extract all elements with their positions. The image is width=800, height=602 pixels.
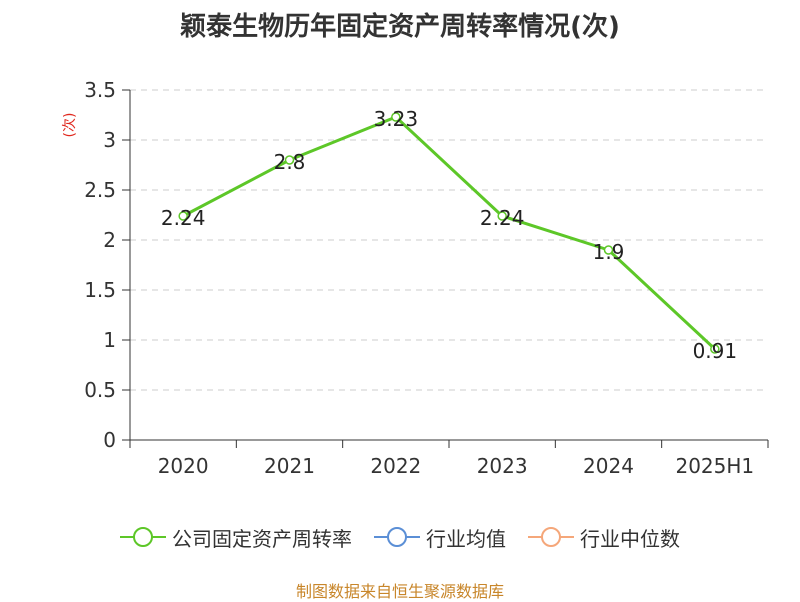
- series-lines: [178, 112, 720, 354]
- axes: 0 0.5 1 1.5 2 2.5 3 3.5 (次) 2020 2021 2022 2023 2024 2…: [62, 78, 769, 478]
- legend-item[interactable]: 公司固定资产周转率: [120, 523, 352, 552]
- data-label: 2.8: [274, 150, 306, 174]
- data-label: 2.24: [161, 206, 206, 230]
- x-tick-label: 2021: [264, 454, 315, 478]
- x-tick-label: 2022: [370, 454, 421, 478]
- legend-swatch: [528, 525, 574, 549]
- legend-label: 行业中位数: [580, 526, 680, 551]
- x-tick-label: 2025H1: [675, 454, 754, 478]
- data-label: 1.9: [593, 240, 625, 264]
- x-tick-label: 2020: [158, 454, 209, 478]
- y-tick-label: 3.5: [84, 78, 116, 102]
- data-labels: 2.24 2.8 3.23 2.24 1.9 0.91: [161, 107, 737, 363]
- y-tick-label: 3: [103, 128, 116, 152]
- legend-item[interactable]: 行业均值: [374, 523, 506, 552]
- x-tick-label: 2024: [583, 454, 634, 478]
- grid-lines: [130, 89, 768, 391]
- data-point: [710, 344, 720, 354]
- y-tick-label: 1: [103, 328, 116, 352]
- legend: 公司固定资产周转率 行业均值 行业中位数: [0, 522, 800, 552]
- legend-swatch: [120, 525, 166, 549]
- y-tick-label: 2.5: [84, 178, 116, 202]
- data-point: [603, 245, 614, 255]
- legend-item[interactable]: 行业中位数: [528, 523, 680, 552]
- chart-title: 颖泰生物历年固定资产周转率情况(次): [180, 12, 620, 42]
- y-tick-label: 2: [103, 228, 116, 252]
- y-tick-label: 0: [103, 428, 116, 452]
- data-label: 3.23: [374, 107, 419, 131]
- data-label: 2.24: [480, 206, 525, 230]
- legend-label: 公司固定资产周转率: [172, 526, 352, 551]
- legend-swatch: [374, 525, 420, 549]
- series-line: [182, 115, 716, 351]
- y-tick-label: 1.5: [84, 278, 116, 302]
- data-point: [497, 211, 507, 221]
- legend-label: 行业均值: [426, 526, 506, 551]
- x-tick-label: 2023: [477, 454, 528, 478]
- data-label: 0.91: [693, 339, 738, 363]
- y-tick-label: 0.5: [84, 378, 116, 402]
- source-note: 制图数据来自恒生聚源数据库: [295, 582, 504, 601]
- data-point: [284, 155, 295, 165]
- data-point: [178, 211, 188, 221]
- data-point: [391, 112, 401, 122]
- y-axis-label: (次): [62, 113, 78, 138]
